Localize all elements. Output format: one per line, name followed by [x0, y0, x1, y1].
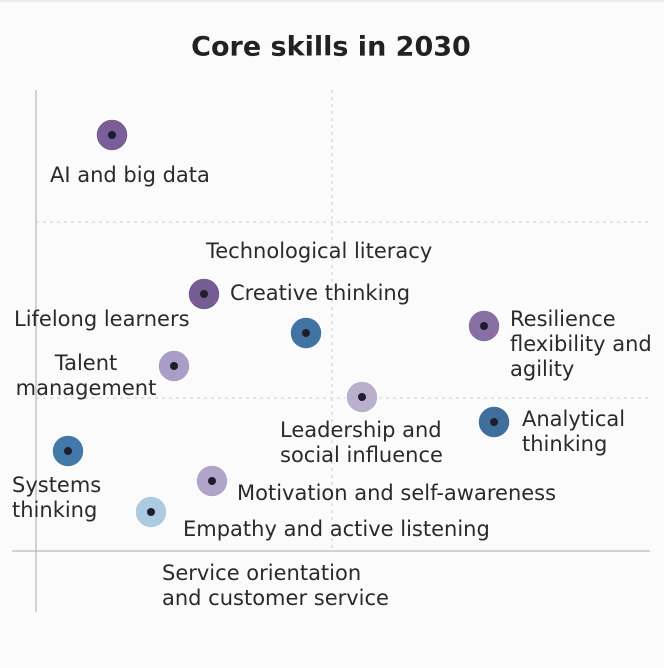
node-dot: [302, 329, 310, 337]
node-label: Technological literacy: [205, 239, 432, 263]
node-label: Systems: [12, 473, 101, 497]
node-dot: [358, 393, 366, 401]
node-label: and customer service: [162, 586, 389, 610]
node-label: Motivation and self-awareness: [237, 481, 556, 505]
node-dot: [64, 447, 72, 455]
node-label: Service orientation: [162, 561, 361, 585]
node-dot: [480, 322, 488, 330]
node-label: agility: [510, 357, 574, 381]
node-dot: [490, 418, 498, 426]
node-dot: [147, 508, 155, 516]
node-label: Talent: [54, 351, 118, 375]
node-label: Empathy and active listening: [183, 517, 490, 541]
chart-title: Core skills in 2030: [191, 32, 471, 63]
node-dot: [208, 477, 216, 485]
node-label: management: [16, 376, 157, 400]
node-label: Leadership and: [280, 418, 442, 442]
node-dot: [170, 362, 178, 370]
node-label: thinking: [522, 432, 607, 456]
node-dot: [108, 131, 116, 139]
node-label: Creative thinking: [230, 281, 410, 305]
node-label: flexibility and: [510, 332, 652, 356]
node-label: thinking: [12, 498, 97, 522]
node-label: Lifelong learners: [14, 307, 190, 331]
node-dot: [200, 290, 208, 298]
node-label: AI and big data: [50, 163, 210, 187]
node-label: Analytical: [522, 407, 625, 431]
node-label: social influence: [280, 443, 443, 467]
node-label: Resilience: [510, 307, 616, 331]
